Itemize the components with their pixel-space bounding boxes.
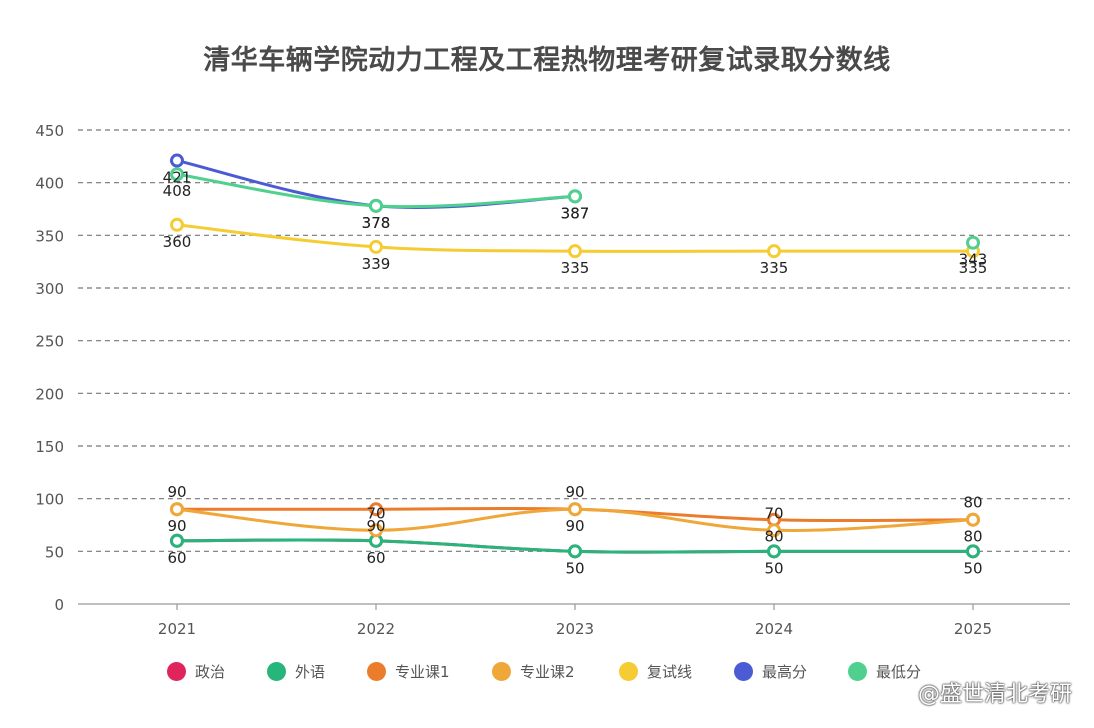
x-tick-label: 2022 <box>357 620 395 638</box>
series-6-data-label: 408 <box>163 182 192 200</box>
y-tick-label: 0 <box>54 596 64 614</box>
series-5-data-label: 378 <box>362 214 391 232</box>
legend-label: 政治 <box>195 662 226 681</box>
series-3-point <box>369 523 383 538</box>
legend-label: 专业课2 <box>520 662 575 681</box>
x-tick-label: 2025 <box>954 620 992 638</box>
series-4-data-label: 335 <box>561 259 590 277</box>
series-6-point <box>369 198 383 213</box>
legend-swatch <box>267 661 286 681</box>
series-4-point <box>767 244 781 259</box>
x-tick-label: 2021 <box>158 620 196 638</box>
legend-swatch <box>848 661 867 681</box>
series-1-point <box>966 544 980 559</box>
series-2-data-label: 90 <box>565 517 584 535</box>
series-6-data-label: 387 <box>561 204 590 222</box>
series-4-data-label: 339 <box>362 255 391 273</box>
x-tick-label: 2023 <box>556 620 594 638</box>
legend-label: 复试线 <box>647 662 693 681</box>
series-3-data-label: 90 <box>167 483 186 501</box>
series-4-data-label: 335 <box>760 259 789 277</box>
series-6-point <box>170 167 184 182</box>
series-4-data-label: 360 <box>163 233 192 251</box>
legend-item[interactable]: 复试线 <box>619 658 692 684</box>
legend-label: 最高分 <box>762 662 808 681</box>
legend-item[interactable]: 专业课1 <box>367 658 450 684</box>
x-tick-label: 2024 <box>755 620 793 638</box>
series-1-data-label: 50 <box>565 559 584 577</box>
series-5-data-label: 387 <box>561 204 590 222</box>
series-3-data-label: 90 <box>565 483 584 501</box>
y-tick-label: 300 <box>35 280 64 298</box>
y-tick-label: 450 <box>35 122 64 140</box>
series-6-data-label: 378 <box>362 214 391 232</box>
series-2-data-label: 90 <box>167 517 186 535</box>
series-3-data-label: 70 <box>764 504 783 522</box>
legend-item[interactable]: 政治 <box>167 658 225 684</box>
legend-swatch <box>492 661 511 681</box>
series-2-data-label: 80 <box>963 528 982 546</box>
series-2-data-label: 80 <box>764 528 783 546</box>
series-3-point <box>568 502 582 517</box>
grid-lines <box>78 129 1070 552</box>
series-2-point <box>369 502 383 517</box>
legend-item[interactable]: 专业课2 <box>492 658 575 684</box>
series-4-point <box>369 239 383 254</box>
series-6-data-label: 343 <box>959 251 988 269</box>
y-tick-label: 100 <box>35 491 64 509</box>
legend-swatch <box>619 661 638 681</box>
legend-swatch <box>167 661 186 681</box>
legend-swatch <box>367 661 386 681</box>
series-1-point <box>568 544 582 559</box>
series-6-point <box>568 189 582 204</box>
y-tick-label: 50 <box>45 543 64 561</box>
series-4-point <box>568 244 582 259</box>
series-2-data-label: 90 <box>366 517 385 535</box>
series-3-point <box>966 512 980 527</box>
series-3-data-label: 80 <box>963 494 982 512</box>
legend-label: 外语 <box>295 662 326 681</box>
y-tick-label: 350 <box>35 227 64 245</box>
y-tick-label: 200 <box>35 385 64 403</box>
axes: 0 50 100 150 200 250 300 350 400 450 2021 2022 2023 2… <box>35 122 1070 638</box>
legend-item[interactable]: 外语 <box>267 658 325 684</box>
legend-item[interactable]: 最低分 <box>848 658 921 684</box>
series-3-point <box>767 523 781 538</box>
series-4-point <box>170 217 184 232</box>
series-6-point <box>966 235 980 250</box>
y-tick-label: 150 <box>35 438 64 456</box>
legend: 政治 外语 专业课1 专业课2 复试线 最高分 最低分 <box>0 658 1094 684</box>
series-1-data-label: 50 <box>764 559 783 577</box>
y-tick-label: 250 <box>35 333 64 351</box>
series-lines <box>170 153 980 559</box>
legend-label: 专业课1 <box>395 662 450 681</box>
series-1-data-label: 50 <box>963 559 982 577</box>
series-4-data-label: 335 <box>959 259 988 277</box>
series-1-data-label: 60 <box>366 549 385 567</box>
series-5-point <box>170 153 184 168</box>
legend-label: 最低分 <box>876 662 922 681</box>
series-1-point <box>767 544 781 559</box>
y-tick-label: 400 <box>35 175 64 193</box>
series-5-data-label: 421 <box>163 169 192 187</box>
series-3-point <box>170 502 184 517</box>
watermark: @盛世清北考研 <box>917 682 1072 707</box>
chart-title: 清华车辆学院动力工程及工程热物理考研复试录取分数线 <box>203 45 891 76</box>
series-3-data-label: 70 <box>366 504 385 522</box>
series-1-point <box>170 533 184 548</box>
legend-swatch <box>734 661 753 681</box>
series-1-data-label: 60 <box>167 549 186 567</box>
legend-item[interactable]: 最高分 <box>734 658 807 684</box>
